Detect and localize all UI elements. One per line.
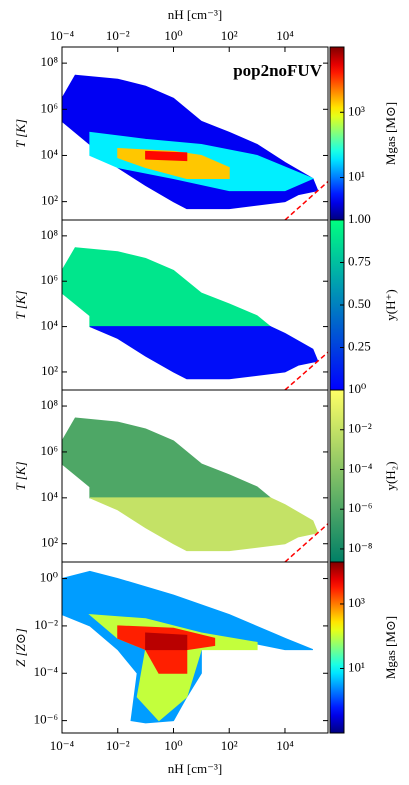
colorbar [329, 389, 345, 563]
histogram-region [89, 326, 319, 380]
chart-title: pop2noFUV [233, 61, 323, 80]
colorbar-tick-label: 0.25 [348, 338, 371, 353]
y-tick-label: 10⁸ [40, 397, 58, 412]
x-tick-label: 10⁻⁴ [50, 738, 75, 753]
colorbar-tick-label: 10³ [348, 595, 365, 610]
y-tick-label: 10⁸ [40, 54, 58, 69]
colorbar-tick-label: 10¹ [348, 659, 365, 674]
histogram-region [62, 417, 272, 499]
y-tick-label: 10⁴ [40, 146, 58, 161]
colorbar-tick-label: 0.75 [348, 253, 371, 268]
x-tick-label: 10⁻² [106, 28, 130, 43]
colorbar-tick-label: 10⁻⁶ [348, 500, 372, 515]
y-axis-label: Z [Z⊙] [13, 628, 28, 667]
y-axis-label: T [K] [13, 290, 28, 319]
y-tick-label: 10⁶ [40, 272, 58, 287]
y-tick-label: 10² [41, 363, 58, 378]
x-tick-label: 10⁰ [164, 738, 182, 753]
colorbar-label: Mgas [M⊙] [383, 102, 398, 165]
y-tick-label: 10⁸ [40, 227, 58, 242]
y-tick-label: 10⁻² [34, 617, 58, 632]
x-axis-label: nH [cm⁻³] [168, 761, 222, 776]
x-tick-label: 10² [221, 738, 238, 753]
colorbar-label: Mgas [M⊙] [383, 616, 398, 679]
plot-area [62, 74, 328, 220]
plot-area [62, 570, 314, 724]
y-tick-label: 10⁴ [40, 489, 58, 504]
histogram-region [145, 632, 188, 651]
x-tick-label: 10² [221, 28, 238, 43]
y-tick-label: 10⁰ [40, 570, 58, 585]
plot-area [62, 417, 328, 562]
histogram-region [145, 150, 188, 162]
colorbar-tick-label: 1.00 [348, 211, 371, 226]
colorbar-tick-label: 0.50 [348, 296, 371, 311]
colorbar-tick-label: 10⁻⁸ [348, 540, 373, 555]
y-tick-label: 10⁶ [40, 100, 58, 115]
colorbar-tick-label: 10⁻² [348, 421, 372, 436]
x-tick-label: 10⁻² [106, 738, 130, 753]
colorbar [329, 46, 345, 221]
y-tick-label: 10⁻⁶ [34, 712, 58, 727]
x-axis-label: nH [cm⁻³] [168, 7, 222, 22]
x-tick-label: 10⁰ [164, 28, 182, 43]
histogram-region [89, 497, 319, 552]
colorbar-tick-label: 10⁻⁴ [348, 460, 373, 475]
y-tick-label: 10⁶ [40, 443, 58, 458]
x-tick-label: 10⁴ [276, 738, 294, 753]
x-tick-label: 10⁴ [276, 28, 294, 43]
y-tick-label: 10² [41, 535, 58, 550]
y-axis-label: T [K] [13, 119, 28, 148]
colorbar-label: y(H⁺) [383, 289, 398, 320]
reference-line [284, 181, 328, 220]
y-axis-label: T [K] [13, 461, 28, 490]
colorbar-tick-label: 10¹ [348, 169, 365, 184]
plot-area [62, 247, 328, 390]
y-tick-label: 10⁻⁴ [34, 664, 59, 679]
histogram-region [62, 247, 272, 328]
reference-line [284, 351, 328, 390]
y-tick-label: 10² [41, 193, 58, 208]
reference-line [284, 523, 328, 562]
colorbar-label: y(H₂) [383, 461, 398, 490]
colorbar-tick-label: 10³ [348, 103, 365, 118]
y-tick-label: 10⁴ [40, 318, 58, 333]
colorbar [329, 561, 345, 734]
axes-frame [61, 561, 329, 734]
colorbar-tick-label: 10⁰ [348, 381, 366, 396]
x-tick-label: 10⁻⁴ [50, 28, 75, 43]
